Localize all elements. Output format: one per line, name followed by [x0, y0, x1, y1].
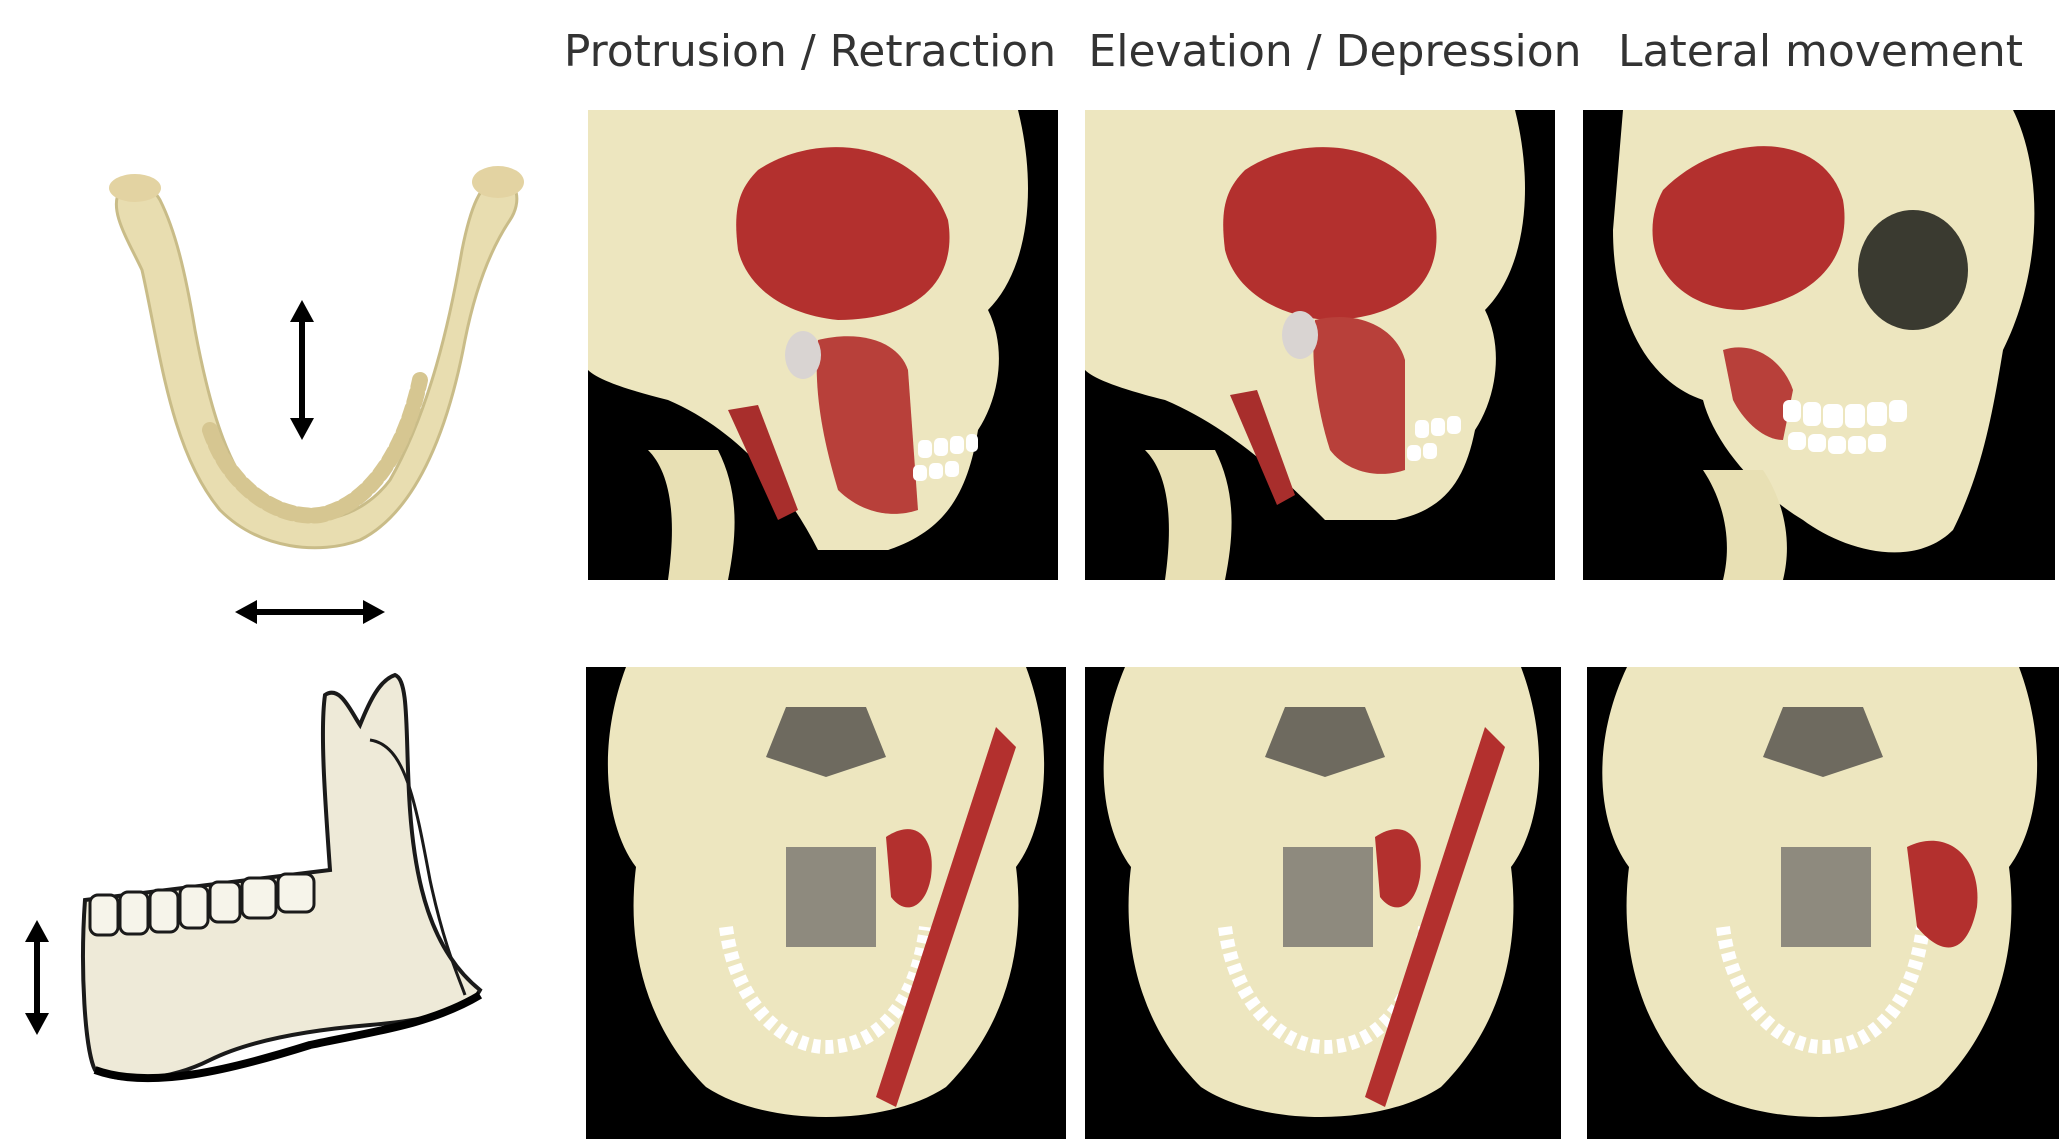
cervical-spine: [1703, 470, 1787, 580]
panel-elevation-depression-lateral: [1085, 110, 1555, 580]
tmj-disc: [785, 331, 821, 379]
foramen-magnum: [1763, 707, 1883, 777]
masseter-muscle: [816, 336, 918, 514]
panel-lateral-movement-inferior: [1587, 667, 2059, 1139]
stylohyoid-muscle: [1365, 727, 1505, 1107]
dental-arch: [1716, 926, 1930, 1055]
temporalis-muscle: [1652, 146, 1845, 310]
panel-lateral-movement-oblique: [1583, 110, 2055, 580]
mandible-side-view-illustration: [10, 650, 500, 1110]
mandible-top-view-illustration: [70, 150, 540, 630]
masseter-muscle: [1313, 316, 1405, 474]
panel-protrusion-retraction-inferior: [586, 667, 1066, 1139]
upper-teeth: [1415, 416, 1461, 438]
lower-teeth: [1788, 432, 1886, 454]
masseter-muscle: [1723, 347, 1793, 440]
right-condyle: [472, 166, 524, 198]
left-condyle: [109, 174, 161, 202]
upper-teeth: [1783, 400, 1907, 428]
column-title-lateral-movement: Lateral movement: [1617, 26, 2024, 77]
orbit: [1858, 210, 1968, 330]
column-title-protrusion-retraction: Protrusion / Retraction: [563, 26, 1057, 77]
ramus-outline: [369, 738, 467, 996]
foramen-magnum: [766, 707, 886, 777]
column-title-elevation-depression: Elevation / Depression: [1088, 26, 1582, 77]
lower-teeth: [913, 461, 959, 481]
pterygoid-muscle: [1375, 829, 1421, 908]
panel-elevation-depression-inferior: [1085, 667, 1561, 1139]
cervical-spine: [648, 450, 735, 580]
mandible-top-body: [114, 176, 519, 550]
vertical-double-arrow-icon: [290, 300, 314, 440]
nasal-cavity: [1283, 847, 1373, 947]
temporalis-muscle: [736, 147, 950, 320]
pterygoid-muscle: [1907, 840, 1978, 948]
upper-teeth: [918, 434, 978, 458]
stylohyoid-muscle: [876, 727, 1016, 1107]
vertical-double-arrow-icon: [25, 920, 49, 1035]
cervical-spine: [1145, 450, 1232, 580]
panel-protrusion-retraction-lateral: [588, 110, 1058, 580]
foramen-magnum: [1265, 707, 1385, 777]
neck-muscle: [1230, 390, 1295, 505]
neck-muscle: [728, 405, 798, 520]
pterygoid-muscle: [886, 829, 932, 908]
temporalis-muscle: [1223, 147, 1437, 320]
nasal-cavity: [1781, 847, 1871, 947]
mandible-top-teeth-row: [202, 372, 428, 524]
lower-border-shadow: [93, 991, 483, 1083]
tmj-disc: [1282, 311, 1318, 359]
side-teeth: [88, 872, 316, 937]
nasal-cavity: [786, 847, 876, 947]
dental-arch: [719, 926, 933, 1055]
horizontal-double-arrow-icon: [235, 600, 385, 624]
lower-teeth: [1407, 443, 1437, 461]
